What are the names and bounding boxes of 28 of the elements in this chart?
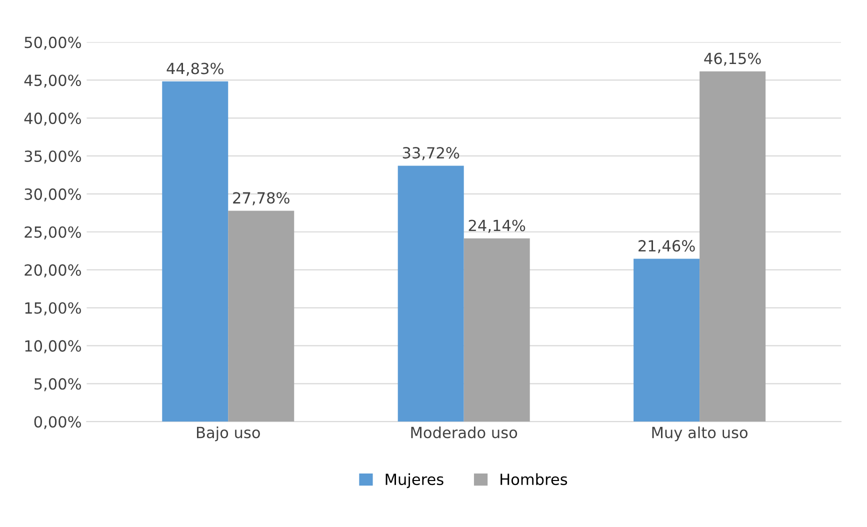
y-tick-label: 50,00%: [24, 36, 81, 50]
legend-label: Hombres: [500, 473, 568, 486]
y-tick-label: 45,00%: [24, 74, 81, 88]
x-tick-label: Muy alto uso: [652, 426, 748, 442]
y-tick-label: 15,00%: [25, 302, 81, 316]
y-tick-label: 5,00%: [34, 378, 81, 392]
data-label: 33,72%: [402, 147, 460, 160]
y-tick-label: 0,00%: [34, 416, 81, 430]
bar: [464, 238, 530, 422]
data-label: 27,78%: [233, 192, 290, 206]
bar: [398, 166, 464, 422]
data-label: 24,14%: [468, 220, 526, 233]
y-tick-label: 30,00%: [24, 188, 81, 202]
bar: [228, 210, 294, 422]
bar: [634, 258, 700, 422]
bar: [162, 81, 228, 422]
x-tick-label: Bajo uso: [196, 426, 260, 442]
x-tick-label: Moderado uso: [411, 426, 518, 438]
data-label: 46,15%: [704, 52, 761, 66]
data-label: 21,46%: [638, 240, 695, 254]
y-tick-label: 10,00%: [25, 340, 81, 354]
legend-label: Mujeres: [386, 473, 444, 488]
data-label: 44,83%: [166, 62, 224, 76]
y-tick-label: 25,00%: [24, 226, 81, 240]
y-tick-label: 20,00%: [24, 264, 81, 278]
y-tick-label: 40,00%: [24, 112, 81, 126]
y-tick-label: 35,00%: [24, 150, 81, 164]
bar: [700, 71, 766, 422]
